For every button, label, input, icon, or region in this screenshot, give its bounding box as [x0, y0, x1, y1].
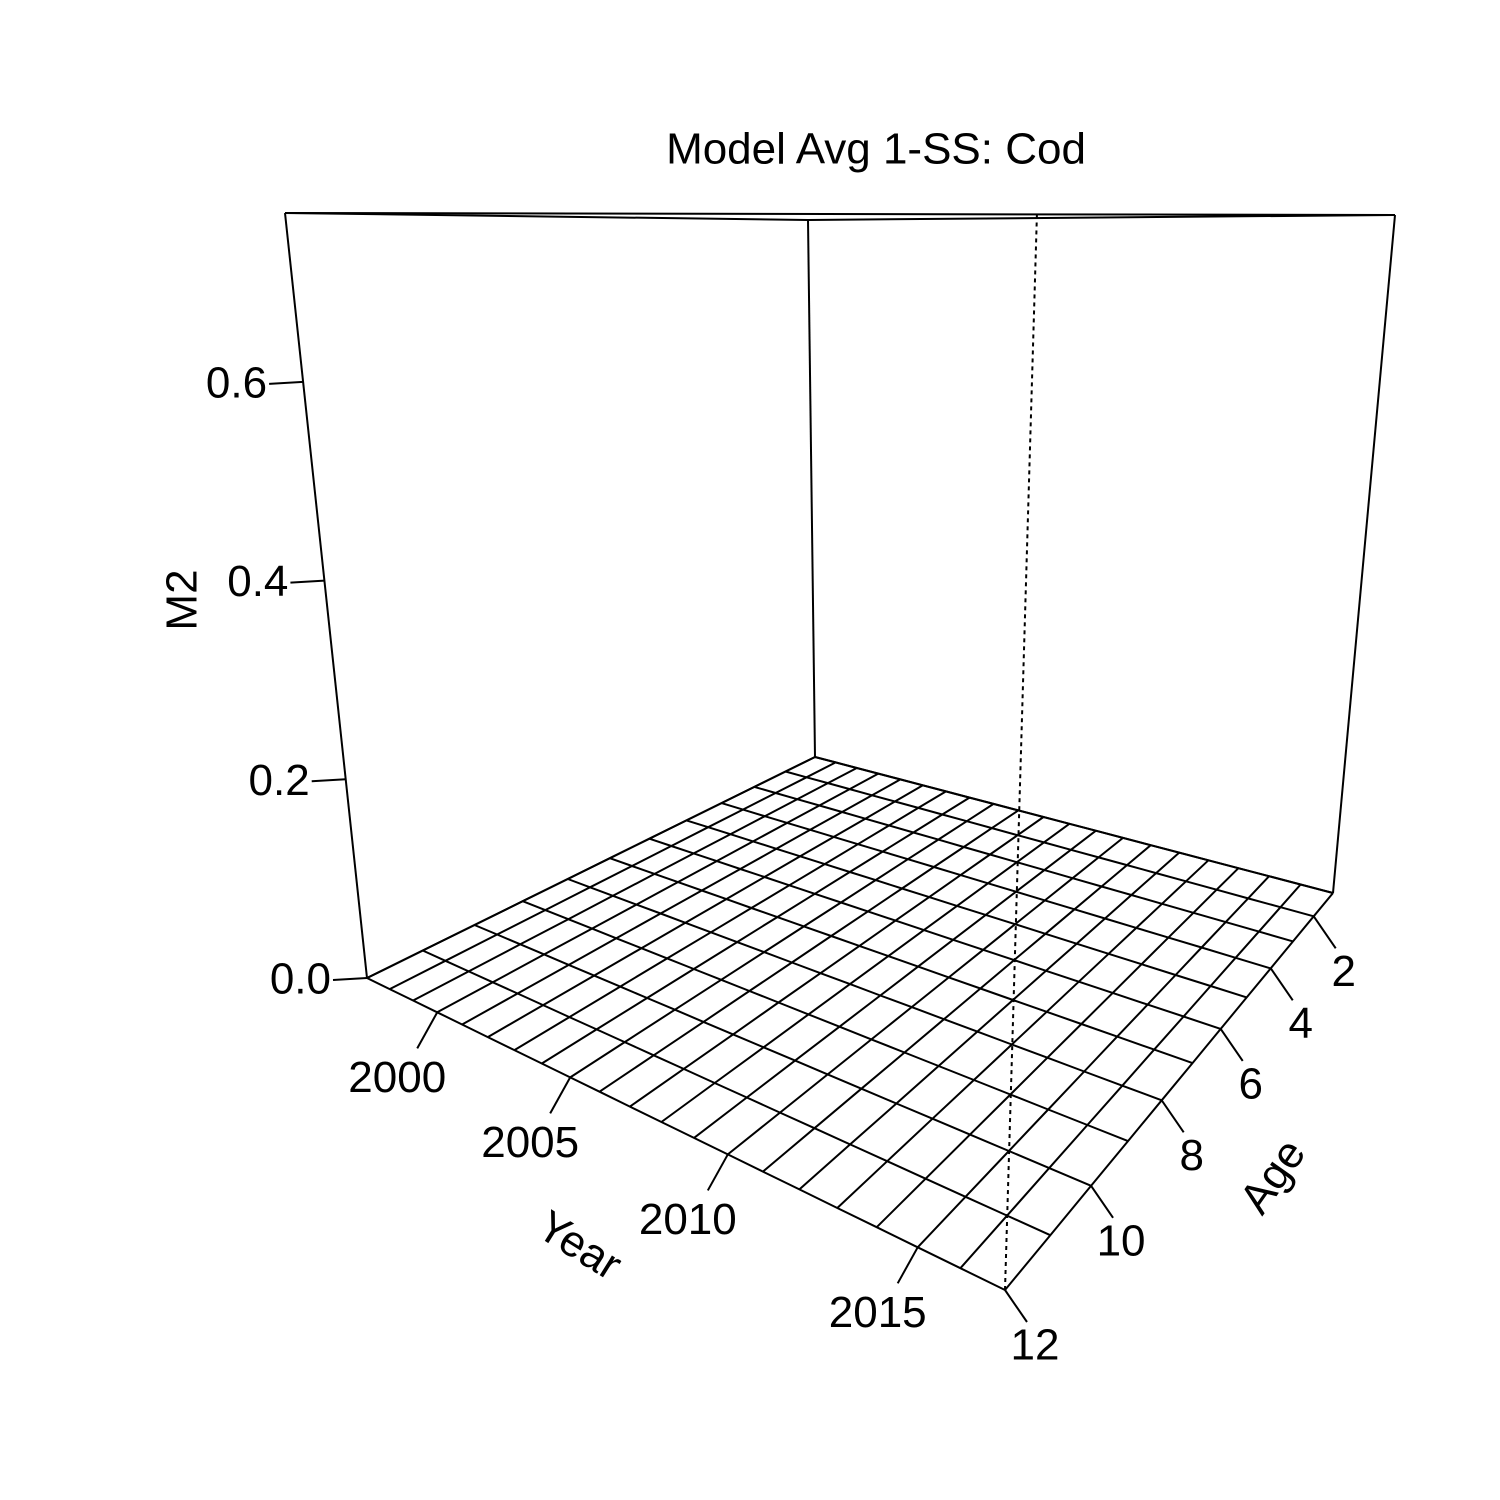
z-tick — [332, 977, 368, 981]
surface-line — [660, 822, 1070, 1123]
z-tick-label: 0.6 — [206, 359, 267, 408]
surface-line — [541, 796, 971, 1065]
box-edge — [284, 212, 1396, 216]
y-tick-label: 4 — [1289, 999, 1313, 1048]
z-tick — [311, 778, 346, 783]
surface-line — [1004, 892, 1334, 1291]
z-tick — [269, 380, 304, 385]
y-tick-label: 8 — [1179, 1131, 1203, 1180]
surface-line — [366, 756, 816, 979]
surface-line — [798, 851, 1180, 1191]
z-tick-label: 0.2 — [249, 756, 310, 805]
surface-line — [487, 784, 924, 1038]
y-tick — [1219, 1028, 1244, 1062]
surface-line — [436, 772, 879, 1014]
y-tick — [1160, 1099, 1185, 1133]
surface-line — [569, 803, 995, 1079]
surface-line — [461, 778, 901, 1026]
surface-line — [412, 767, 858, 1002]
surface-line — [959, 883, 1302, 1269]
x-tick-label: 2005 — [481, 1118, 579, 1167]
surface-line — [762, 844, 1152, 1173]
chart-title: Model Avg 1-SS: Cod — [666, 125, 1086, 174]
box-edge-hidden — [1004, 211, 1038, 1291]
y-tick — [1269, 967, 1294, 1001]
y-tick-label: 2 — [1331, 947, 1355, 996]
z-tick — [290, 579, 325, 584]
z-tick-label: 0.0 — [270, 955, 331, 1004]
y-tick-label: 10 — [1097, 1216, 1146, 1265]
box-edge — [1332, 214, 1396, 894]
x-tick-label: 2000 — [348, 1053, 446, 1102]
surface-line — [598, 809, 1019, 1093]
x-tick — [706, 1153, 729, 1191]
x-tick-label: 2010 — [639, 1195, 737, 1244]
x-tick-label: 2015 — [829, 1288, 927, 1337]
surface-line — [916, 875, 1270, 1248]
surface-line — [513, 790, 947, 1051]
box-edge — [284, 212, 809, 221]
y-tick — [1312, 915, 1337, 949]
box-edge — [284, 212, 368, 979]
y-tick — [1004, 1289, 1028, 1323]
x-tick — [416, 1011, 439, 1049]
surface-line — [693, 829, 1097, 1139]
z-tick-label: 0.4 — [227, 557, 288, 606]
x-tick — [549, 1076, 572, 1114]
surface-line — [389, 761, 837, 990]
surface-line — [629, 816, 1045, 1108]
surface-line — [836, 859, 1210, 1209]
z-axis-title: M2 — [158, 569, 207, 630]
y-tick — [1090, 1185, 1114, 1219]
y-tick-label: 12 — [1011, 1321, 1060, 1370]
x-tick — [896, 1246, 919, 1284]
y-tick-label: 6 — [1238, 1060, 1262, 1109]
surface-line — [875, 867, 1240, 1228]
box-edge — [807, 219, 816, 758]
box-edge — [807, 214, 1396, 221]
surface-line — [727, 837, 1124, 1156]
